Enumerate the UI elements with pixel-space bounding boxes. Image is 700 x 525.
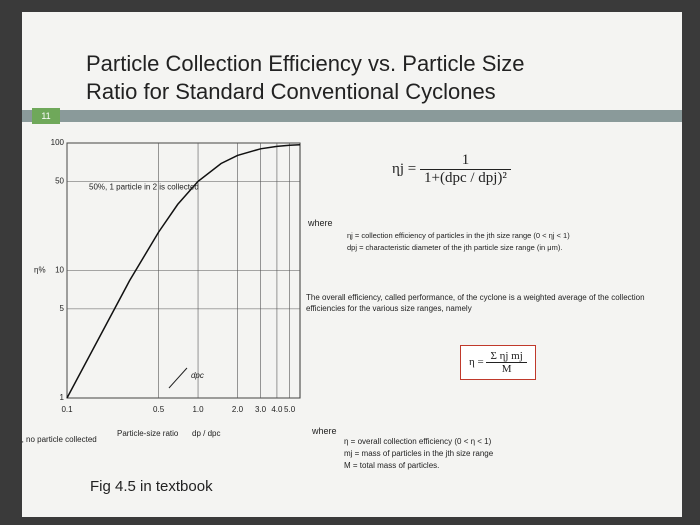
slide: Particle Collection Efficiency vs. Parti… (22, 12, 682, 517)
title-line: Ratio for Standard Conventional Cyclones (86, 79, 496, 104)
definitions: η = overall collection efficiency (0 < η… (344, 436, 493, 472)
y-tick-label: 10 (55, 266, 64, 275)
fraction: Σ ηj mj M (486, 350, 527, 375)
definition: η = overall collection efficiency (0 < η… (344, 437, 492, 446)
x-axis-label: Particle-size ratio (117, 429, 179, 438)
y-tick-label: 5 (60, 304, 65, 313)
eq-den: M (501, 363, 512, 375)
slide-title: Particle Collection Efficiency vs. Parti… (86, 50, 525, 106)
chart: 1 5 10 50 100 0.1 0.5 1.0 2.0 3.0 4.0 5.0 η% 50%, 1 p… (22, 138, 301, 444)
slide-number: 11 (32, 108, 60, 124)
definitions: ηj = collection efficiency of particles … (347, 230, 570, 254)
arrow (168, 367, 188, 389)
bar (22, 110, 682, 122)
x-tick-label: 0.5 (153, 405, 165, 414)
eq-den: 1+(dpc / dpj)² (423, 170, 507, 186)
annotation: 50%, 1 particle in 2 is collected (89, 182, 199, 191)
y-axis-label: η% (34, 266, 46, 275)
curve (66, 143, 301, 399)
fraction: 1 1+(dpc / dpj)² (419, 152, 511, 187)
where: where (312, 426, 337, 436)
eq-num: Σ ηj mj (486, 350, 527, 363)
eq-num: 1 (419, 152, 511, 170)
eq-lhs: η = (469, 356, 484, 369)
x-tick-label: 3.0 (255, 405, 267, 414)
definition: mj = mass of particles in the jth size r… (344, 449, 494, 458)
title-line: Particle Collection Efficiency vs. Parti… (86, 51, 525, 76)
definition: M = total mass of particles. (344, 461, 440, 470)
y-tick-label: 50 (55, 176, 64, 185)
x-tick-label: 4.0 (271, 405, 283, 414)
x-tick-label: 1.0 (192, 405, 204, 414)
equation-box: η = Σ ηj mj M (460, 345, 536, 380)
x-tick-label: 0.1 (61, 405, 73, 414)
x-axis-label: dp / dpc (192, 429, 220, 438)
x-tick-label: 2.0 (232, 405, 244, 414)
eq-lhs: ηj = (392, 160, 417, 177)
definition: dpj = characteristic diameter of the jth… (347, 243, 563, 252)
x-tick-label: 5.0 (284, 405, 296, 414)
annotation: dpc (191, 371, 204, 380)
equation: ηj = 1 1+(dpc / dpj)² (392, 152, 511, 187)
definition: ηj = collection efficiency of particles … (347, 231, 570, 240)
paragraph: The overall efficiency, called performan… (306, 293, 645, 313)
y-tick-label: 1 (60, 393, 65, 402)
caption: Fig 4.5 in textbook (90, 478, 213, 495)
annotation: 0%, no particle collected (22, 435, 97, 444)
y-tick-label: 100 (51, 138, 65, 147)
where: where (308, 218, 333, 228)
